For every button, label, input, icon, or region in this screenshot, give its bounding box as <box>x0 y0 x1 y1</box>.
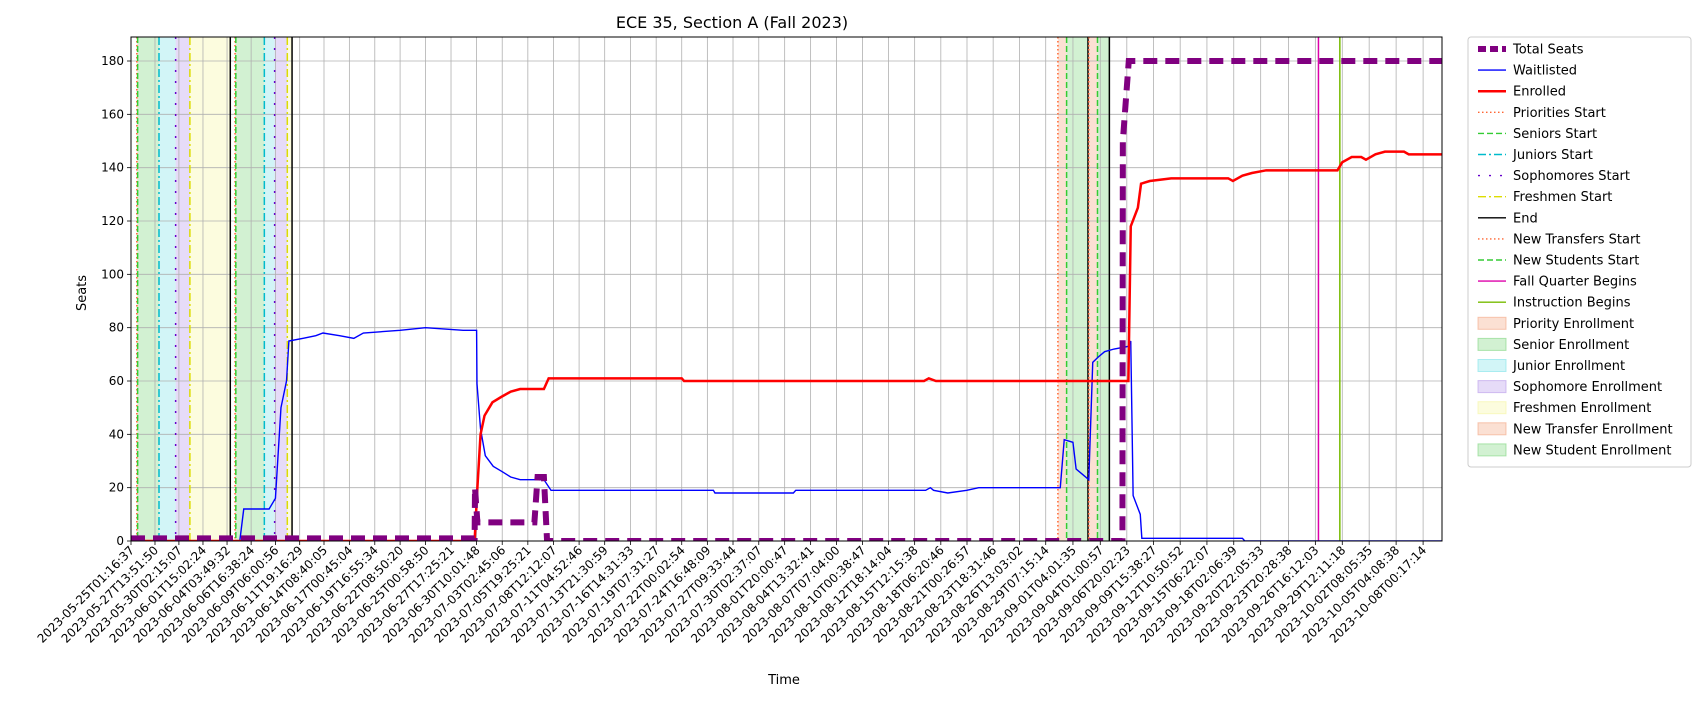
legend-label-seniors-start: Seniors Start <box>1513 127 1597 142</box>
y-axis-label: Seats <box>75 275 90 311</box>
span-new-student-enrollment <box>1066 37 1088 541</box>
legend-swatch-new-transfer-enrollment <box>1477 422 1507 436</box>
x-axis-label: Time <box>767 673 800 688</box>
plot-frame <box>130 36 1443 542</box>
legend-swatch-freshmen-enrollment <box>1477 401 1507 415</box>
legend-label-juniors-start: Juniors Start <box>1512 148 1593 163</box>
legend: Total Seats Waitlisted Enrolled Priorities … <box>1467 36 1692 468</box>
span-junior-enrollment <box>159 37 176 541</box>
y-tick-label: 80 <box>109 321 124 335</box>
span-new-transfer-enrollment <box>1088 37 1098 541</box>
legend-label-instruction-begins: Instruction Begins <box>1513 296 1631 311</box>
series-waitlisted <box>131 326 1442 541</box>
legend-label-senior-enrollment: Senior Enrollment <box>1513 338 1629 353</box>
y-tick-label: 140 <box>101 161 124 175</box>
y-tick-label: 120 <box>101 214 124 228</box>
legend-swatch-senior-enrollment <box>1477 337 1507 351</box>
legend-swatch-priority-enrollment <box>1477 316 1507 330</box>
series-enrolled <box>131 150 1442 541</box>
legend-label-sophomore-enrollment: Sophomore Enrollment <box>1513 380 1662 395</box>
y-tick-label: 60 <box>109 374 124 388</box>
series-group <box>131 58 1442 541</box>
y-tick-label: 180 <box>101 54 124 68</box>
y-tick-label: 160 <box>101 107 124 121</box>
y-tick-label: 40 <box>109 427 124 441</box>
legend-swatch-junior-enrollment <box>1477 359 1507 372</box>
series-total-seats <box>131 58 1442 541</box>
span-freshmen-enrollment <box>287 37 293 541</box>
span-new-student-enrollment <box>1097 37 1110 541</box>
span-sophomore-enrollment <box>175 37 190 541</box>
span-junior-enrollment <box>264 37 275 541</box>
legend-label-new-students-start: New Students Start <box>1513 254 1639 269</box>
y-tick-label: 20 <box>109 481 124 495</box>
legend-label-total-seats: Total Seats <box>1512 43 1584 58</box>
legend-label-new-transfer-enrollment: New Transfer Enrollment <box>1513 422 1673 437</box>
legend-label-fall-quarter-begins: Fall Quarter Begins <box>1513 275 1637 290</box>
legend-label-junior-enrollment: Junior Enrollment <box>1512 359 1625 374</box>
legend-label-freshmen-start: Freshmen Start <box>1513 190 1612 205</box>
span-senior-enrollment <box>137 37 160 541</box>
legend-swatch-sophomore-enrollment <box>1477 380 1507 394</box>
legend-label-new-student-enrollment: New Student Enrollment <box>1513 443 1671 458</box>
y-tick-label: 100 <box>101 267 124 281</box>
plot-area: 2023-05-25T01:16:372023-05-27T13:51:5020… <box>35 36 1443 646</box>
legend-label-freshmen-enrollment: Freshmen Enrollment <box>1513 401 1651 416</box>
span-senior-enrollment <box>235 37 265 541</box>
chart-title: ECE 35, Section A (Fall 2023) <box>616 13 848 32</box>
legend-label-waitlisted: Waitlisted <box>1513 64 1577 79</box>
span-freshmen-enrollment <box>189 37 231 541</box>
legend-label-enrolled: Enrolled <box>1513 85 1566 100</box>
span-new-transfer-enrollment <box>1057 37 1067 541</box>
legend-box <box>1467 36 1692 468</box>
legend-label-new-transfers-start: New Transfers Start <box>1513 232 1640 247</box>
legend-label-end: End <box>1513 211 1538 226</box>
legend-label-priorities-start: Priorities Start <box>1513 106 1606 121</box>
span-sophomore-enrollment <box>274 37 288 541</box>
legend-label-priority-enrollment: Priority Enrollment <box>1513 317 1634 332</box>
legend-swatch-new-student-enrollment <box>1477 443 1507 457</box>
y-tick-label: 0 <box>116 534 124 548</box>
legend-label-sophomores-start: Sophomores Start <box>1513 169 1630 184</box>
